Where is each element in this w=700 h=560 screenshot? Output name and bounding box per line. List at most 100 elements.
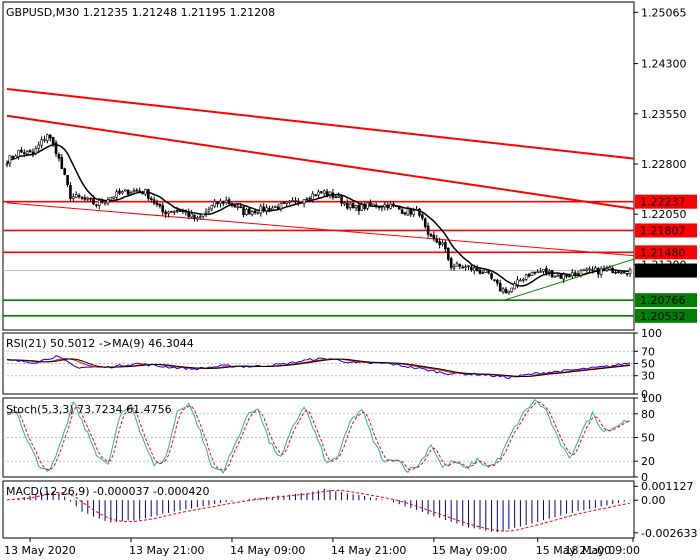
trend-line [6, 114, 635, 210]
candle-body [86, 197, 90, 200]
candle-body [487, 270, 490, 274]
candle-body [178, 210, 182, 212]
candle-body [230, 203, 234, 207]
candle-body [611, 268, 614, 274]
price-tick-label: 1.23550 [641, 108, 687, 121]
candle-body [334, 196, 338, 199]
candle-body [400, 209, 404, 214]
price-tag-label: 1.21807 [640, 224, 686, 237]
candle-body [83, 197, 87, 200]
candle-body [253, 210, 257, 214]
candle-body [11, 155, 15, 159]
candle-body [271, 207, 274, 211]
candle-body [608, 267, 612, 270]
candle-body [268, 207, 271, 211]
candle-body [585, 268, 589, 271]
candle-body [599, 268, 603, 275]
candle-body [20, 149, 23, 153]
price-title: GBPUSD,M30 1.21235 1.21248 1.21195 1.212… [6, 6, 275, 19]
candle-body [279, 202, 283, 210]
candle-body [112, 196, 116, 199]
candle-body [164, 211, 167, 215]
candle-body [314, 194, 317, 197]
candle-body [126, 189, 130, 195]
macd-tick-label: 0.00 [641, 494, 666, 507]
candle-body [204, 211, 208, 214]
candle-body [472, 267, 476, 271]
candle-body [415, 209, 418, 211]
candle-body [172, 211, 176, 213]
candle-body [426, 225, 430, 235]
candle-body [432, 234, 436, 239]
trend-line [502, 258, 635, 302]
candle-body [141, 191, 144, 195]
candle-body [438, 241, 441, 245]
price-tag [635, 308, 697, 323]
candle-body [501, 288, 505, 293]
price-tick-label: 1.22050 [641, 208, 687, 221]
candle-body [524, 274, 528, 280]
candle-body [369, 202, 372, 206]
candle-body [348, 203, 352, 209]
candle-body [380, 206, 384, 209]
candle-body [242, 206, 245, 216]
candle-body [372, 203, 375, 207]
candle-body [239, 206, 242, 209]
candle-body [54, 142, 58, 154]
candle-body [224, 199, 228, 203]
candle-body [452, 266, 456, 269]
candle-body [196, 217, 199, 220]
candle-body [550, 269, 554, 278]
moving-average-line [6, 143, 631, 287]
candle-body [470, 266, 473, 271]
candle-body [265, 207, 268, 212]
candle-body [418, 208, 421, 216]
price-tag [635, 194, 697, 209]
candle-body [193, 214, 196, 220]
candle-body [496, 280, 499, 284]
candle-body [95, 204, 98, 207]
candle-body [250, 211, 254, 215]
candle-body [233, 205, 237, 208]
candle-body [115, 191, 118, 198]
candle-body [493, 279, 496, 281]
candle-body [40, 139, 43, 146]
candle-body [311, 193, 315, 200]
candle-body [507, 290, 511, 294]
macd-panel: MACD(12,26,9) -0.000037 -0.000420 0.00112… [2, 480, 697, 540]
candle-body [389, 203, 392, 209]
candle-body [294, 200, 297, 202]
candle-body [256, 212, 260, 215]
stoch-tick-label: 100 [641, 392, 662, 405]
candle-body [340, 195, 343, 204]
candle-body [625, 273, 629, 275]
candle-body [510, 287, 514, 293]
candle-body [135, 189, 139, 192]
candle-body [435, 238, 439, 243]
candle-body [28, 150, 32, 153]
candle-body [92, 197, 95, 205]
x-tick-label: 13 May 21:00 [129, 544, 204, 557]
candle-body [181, 210, 185, 212]
price-tag [635, 223, 697, 238]
candle-body [591, 269, 594, 271]
stoch-signal-line [6, 401, 631, 472]
candle-body [262, 206, 265, 212]
candle-body [620, 272, 623, 275]
candle-body [123, 189, 127, 192]
candle-body [446, 247, 450, 260]
candle-body [346, 202, 349, 209]
candle-body [582, 269, 586, 272]
candle-body [100, 200, 104, 203]
candle-body [161, 205, 165, 213]
candle-body [308, 197, 312, 200]
candle-body [571, 272, 574, 277]
stoch-panel: Stoch(5,3,3) 73.7234 61.4756 100 80 50 20 0 [2, 392, 662, 484]
candle-body [276, 206, 280, 210]
candle-body [17, 150, 20, 157]
candle-body [455, 263, 459, 267]
candle-body [360, 204, 364, 211]
candle-body [605, 268, 609, 271]
candle-body [539, 271, 542, 273]
candle-body [614, 271, 617, 274]
